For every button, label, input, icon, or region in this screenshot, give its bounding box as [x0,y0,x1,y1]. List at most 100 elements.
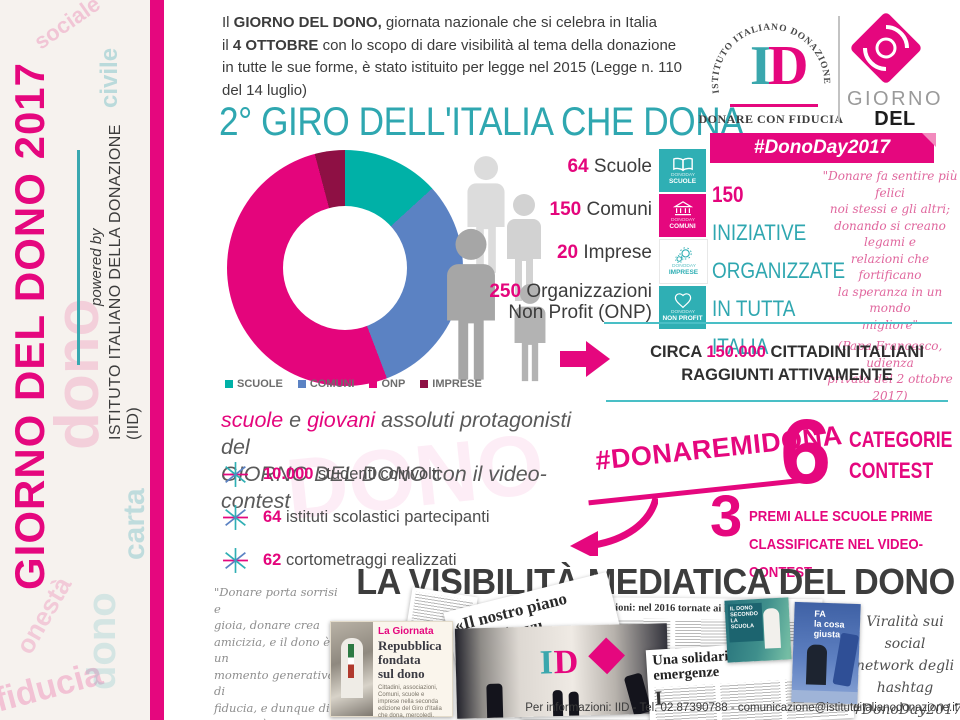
iid-arc-text-icon: ISTITUTO ITALIANO DONAZIONE [711,23,830,95]
newspaper-photo [331,622,373,716]
stage-iid-logo: I [539,644,554,682]
iid-logo: ISTITUTO ITALIANO DONAZIONE I D DONARE C… [698,8,843,130]
watermark-word: dono [80,592,124,690]
divider-line [606,400,948,402]
tile-brand: DONODAY [670,217,695,223]
mattarella-quote: "Donare porta sorrisi e gioia, donare cr… [214,584,338,720]
prizes-count: 3 [710,484,743,549]
legend-label: COMUNI [309,378,355,390]
bank-icon [672,201,693,216]
stat-number: 150 [549,199,582,220]
tv-caption: IL DONO SECONDO LA SCUOLA [727,602,764,643]
initiatives-line2: ORGANIZZATE [712,258,846,283]
tile-label: SCUOLE [668,177,697,185]
reach-number: 150.000 [706,343,766,361]
tile-brand: DONODAY [670,172,695,177]
iid-underline [730,104,818,107]
stat-number: 64 [567,156,589,177]
legend-item: ONP [369,378,405,390]
protagonists-paragraph: scuole e giovani assoluti protagonisti d… [221,408,572,513]
divider-line [604,322,952,324]
tile-scuole: DONODAY SCUOLE [659,149,706,192]
initiatives-word: INIZIATIVE [712,220,807,245]
bullet-number: 62 [263,551,282,569]
right-arrow-icon [560,351,586,367]
tile-nonprofit: DONODAY NON PROFIT [659,286,706,329]
donoday-ribbon: #DonoDay2017 [710,133,936,163]
reach-line2: RAGGIUNTI ATTIVAMENTE [681,366,893,384]
initiatives-block: 150 INIZIATIVE ORGANIZZATE IN TUTTA ITAL… [712,176,846,366]
right-arrow-icon [586,341,610,377]
tile-brand: DONODAY [670,309,695,315]
gears-icon [674,247,692,263]
stat-number: 20 [556,242,579,263]
legend-label: IMPRESE [432,378,482,390]
sidebar-divider-line [77,150,80,365]
logo-divider [838,16,840,122]
initiatives-number: 150 [712,182,744,207]
categories-count: 6 [780,401,832,503]
footer-contact-info: Per informazioni: IID - Tel. 02.87390788… [525,702,958,714]
legend-label: SCUOLE [237,378,283,390]
people-silhouettes-icon [447,156,546,382]
organization-name-vertical: ISTITUTO ITALIANO DELLA DONAZIONE (IID) [107,124,142,440]
papa-quote-text: "Donare fa sentire più felici noi stessi… [822,169,958,332]
tile-comuni: DONODAY COMUNI [659,194,706,237]
bullet-label: cortometraggi realizzati [281,551,457,569]
book-icon [672,157,693,171]
reach-statement: CIRCA 150.000 CITTADINI ITALIANI RAGGIUN… [622,341,952,387]
tv-screenshot-fa-la-cosa-giusta: FA la cosa giusta [791,601,861,705]
iid-tagline: DONARE CON FIDUCIA [698,112,844,126]
giorno-del-dono-diamond-icon [849,11,923,85]
tv-person [805,644,828,686]
clip-body: Cittadini, associazioni, Comuni, scuole … [378,685,442,719]
tile-label: NON PROFIT [662,315,703,322]
social-virality-note: Viralità sui social network degli hashta… [850,614,960,718]
giorno-logo-line1: GIORNO [846,88,944,110]
bullet-label: studenti coinvolti [313,465,441,483]
stat-onp: 250 Organizzazioni Non Profit (ONP) [480,281,652,323]
stat-comuni: 150 Comuni [480,199,652,221]
legend-swatch [420,380,429,388]
stat-scuole: 64 Scuole [480,156,652,178]
iid-monogram-d: D [768,35,809,97]
legend-item: COMUNI [297,378,355,390]
tv-screenshot-scuola: IL DONO SECONDO LA SCUOLA [724,597,792,663]
bullet-istituti: 64 istituti scolastici partecipanti [222,504,490,531]
main-headline: 2° GIRO DELL'ITALIA CHE DONA [219,100,744,144]
bullet-cortometraggi: 62 cortometraggi realizzati [222,547,490,574]
stat-label: Organizzazioni Non Profit (ONP) [508,281,652,323]
hook-arrow-icon [570,497,658,556]
stat-label: Imprese [583,242,652,263]
powered-by-label: powered by [88,228,105,306]
tile-label: IMPRESE [668,269,699,276]
magenta-accent-bar [150,0,164,720]
legend-swatch [369,380,378,388]
tile-imprese: DONODAY IMPRESE [659,239,708,284]
stage-diamond-icon [588,637,625,675]
iid-monogram-i: I [750,35,772,97]
legend-item: SCUOLE [225,378,283,390]
papa-quote-attribution: (Papa Francesco, udienza privata del 2 o… [827,339,953,403]
stat-label: Comuni [586,199,652,220]
mattarella-quote-text: "Donare porta sorrisi e gioia, donare cr… [214,585,338,720]
heart-icon [674,293,691,309]
tv-person [762,607,781,649]
legend-item: IMPRESE [420,378,482,390]
bullet-label: istituti scolastici partecipanti [281,508,490,526]
category-icon-tiles: DONODAY SCUOLE DONODAY COMUNI DONODAY IM… [659,149,708,331]
bullet-number: 64 [263,508,282,526]
papa-quote: "Donare fa sentire più felici noi stessi… [822,168,958,404]
newspaper-clip-giornata: La Giornata Repubblica fondata sul dono … [330,621,453,719]
reach-rest: CITTADINI ITALIANI [765,343,924,361]
legend-swatch [225,380,233,388]
left-sidebar: sociale civile dono carta onestà fiducia… [0,0,150,720]
bullet-studenti: 10.000 studenti coinvolti [222,461,490,488]
stat-label: Scuole [593,156,652,177]
video-contest-stats: 10.000 studenti coinvolti 64 istituti sc… [222,461,490,590]
intro-paragraph: Il GIORNO DEL DONO, giornata nazionale c… [222,14,683,99]
bullet-number: 10.000 [263,465,314,483]
stat-imprese: 20 Imprese [480,242,652,264]
stat-number: 250 [489,281,522,302]
